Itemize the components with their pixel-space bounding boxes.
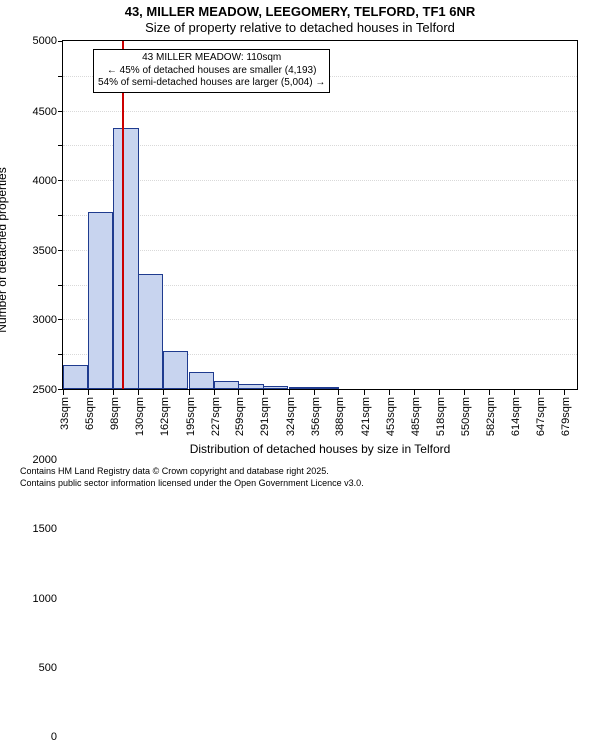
x-tick-label: 195sqm xyxy=(185,397,197,436)
histogram-bar xyxy=(314,387,339,389)
x-tick-mark xyxy=(113,389,114,395)
y-gridline: 2000 xyxy=(63,250,577,251)
x-tick-label: 130sqm xyxy=(134,397,146,436)
histogram-bar xyxy=(113,128,138,389)
y-tick-label: 3000 xyxy=(33,314,63,326)
plot-area: 0500100015002000250030003500400045005000… xyxy=(62,40,578,390)
histogram-bar xyxy=(189,372,214,389)
x-tick-mark xyxy=(289,389,290,395)
y-tick-label: 5000 xyxy=(33,35,63,47)
x-tick-mark xyxy=(214,389,215,395)
x-tick-mark xyxy=(439,389,440,395)
annotation-line3: 54% of semi-detached houses are larger (… xyxy=(98,77,325,90)
x-tick-label: 98sqm xyxy=(109,397,121,430)
chart-root: 43, MILLER MEADOW, LEEGOMERY, TELFORD, T… xyxy=(0,0,600,500)
x-tick-mark xyxy=(564,389,565,395)
x-tick-mark xyxy=(389,389,390,395)
x-tick-mark xyxy=(63,389,64,395)
x-tick-label: 291sqm xyxy=(259,397,271,436)
y-tick-label: 0 xyxy=(51,731,63,743)
x-tick-label: 453sqm xyxy=(385,397,397,436)
annotation-line2: ← 45% of detached houses are smaller (4,… xyxy=(98,65,325,78)
histogram-bar xyxy=(214,381,239,389)
x-tick-mark xyxy=(138,389,139,395)
x-tick-mark xyxy=(464,389,465,395)
x-tick-mark xyxy=(189,389,190,395)
x-tick-label: 582sqm xyxy=(485,397,497,436)
x-tick-mark xyxy=(263,389,264,395)
x-tick-mark xyxy=(489,389,490,395)
y-tick-label: 4500 xyxy=(33,106,63,118)
y-tick-label: 1500 xyxy=(33,523,63,535)
x-tick-mark xyxy=(514,389,515,395)
histogram-bar xyxy=(88,212,113,389)
x-tick-label: 614sqm xyxy=(510,397,522,436)
histogram-bar xyxy=(289,387,314,389)
histogram-bar xyxy=(163,351,188,389)
x-tick-label: 356sqm xyxy=(310,397,322,436)
y-tick-label: 3500 xyxy=(33,245,63,257)
footnote-line2: Contains public sector information licen… xyxy=(20,478,364,488)
y-gridline: 4000 xyxy=(63,111,577,112)
x-tick-label: 162sqm xyxy=(159,397,171,436)
histogram-bar xyxy=(138,274,163,389)
chart-title-line2: Size of property relative to detached ho… xyxy=(0,20,600,35)
y-tick-label: 1000 xyxy=(33,593,63,605)
x-tick-label: 550sqm xyxy=(460,397,472,436)
annotation-box: 43 MILLER MEADOW: 110sqm ← 45% of detach… xyxy=(93,49,330,93)
x-tick-mark xyxy=(163,389,164,395)
x-tick-mark xyxy=(539,389,540,395)
y-tick-label: 2500 xyxy=(33,384,63,396)
chart-title-line1: 43, MILLER MEADOW, LEEGOMERY, TELFORD, T… xyxy=(0,4,600,19)
marker-line xyxy=(122,41,124,389)
histogram-bar xyxy=(238,384,263,389)
x-tick-label: 647sqm xyxy=(535,397,547,436)
y-gridline: 3500 xyxy=(63,145,577,146)
x-tick-label: 421sqm xyxy=(360,397,372,436)
x-tick-label: 388sqm xyxy=(334,397,346,436)
x-tick-label: 679sqm xyxy=(560,397,572,436)
annotation-line1: 43 MILLER MEADOW: 110sqm xyxy=(98,52,325,65)
y-gridline: 2500 xyxy=(63,215,577,216)
y-tick-label: 4000 xyxy=(33,175,63,187)
x-tick-label: 485sqm xyxy=(410,397,422,436)
x-tick-mark xyxy=(414,389,415,395)
x-tick-label: 324sqm xyxy=(285,397,297,436)
y-tick-label: 2000 xyxy=(33,454,63,466)
x-tick-label: 65sqm xyxy=(84,397,96,430)
x-tick-mark xyxy=(88,389,89,395)
y-tick-label: 500 xyxy=(39,662,63,674)
x-tick-label: 518sqm xyxy=(435,397,447,436)
x-tick-label: 259sqm xyxy=(234,397,246,436)
histogram-bar xyxy=(63,365,88,389)
x-tick-mark xyxy=(238,389,239,395)
x-tick-label: 227sqm xyxy=(210,397,222,436)
y-gridline: 3000 xyxy=(63,180,577,181)
x-tick-mark xyxy=(314,389,315,395)
x-tick-label: 33sqm xyxy=(59,397,71,430)
footnote-line1: Contains HM Land Registry data © Crown c… xyxy=(20,466,329,476)
histogram-bar xyxy=(263,386,288,389)
x-tick-mark xyxy=(364,389,365,395)
x-axis-label: Distribution of detached houses by size … xyxy=(62,442,578,456)
x-tick-mark xyxy=(338,389,339,395)
